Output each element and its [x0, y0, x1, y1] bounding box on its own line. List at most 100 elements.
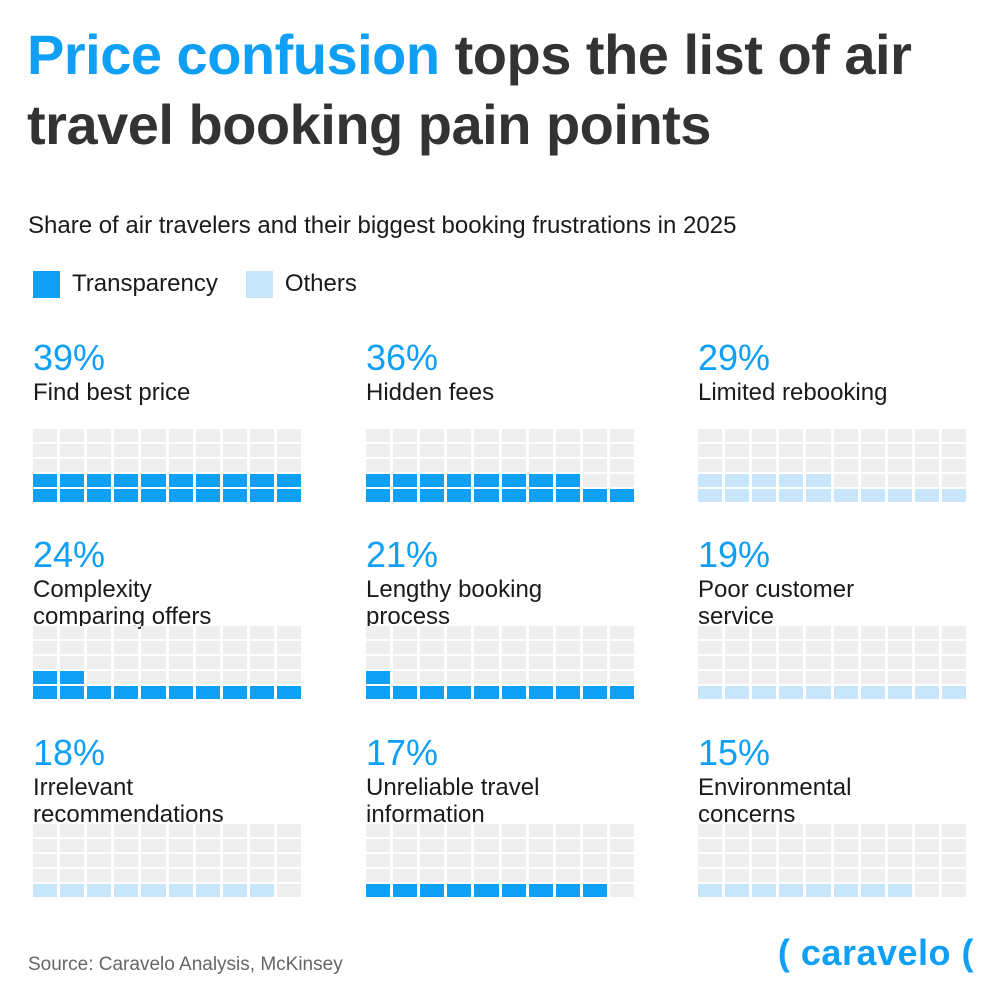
waffle-cell — [87, 854, 112, 867]
waffle-cell — [249, 429, 274, 442]
waffle-cell — [474, 626, 499, 639]
waffle-cell — [860, 626, 885, 639]
waffle-cell — [582, 641, 607, 654]
waffle-cell — [887, 626, 912, 639]
waffle-cell — [887, 489, 912, 502]
waffle-cell — [195, 489, 220, 502]
waffle-cell — [276, 429, 302, 442]
waffle-cell — [114, 459, 139, 472]
waffle-cell — [420, 671, 445, 684]
waffle-cell — [33, 489, 58, 502]
waffle-cell — [698, 839, 723, 852]
waffle-cell — [222, 824, 247, 837]
waffle-cell — [33, 824, 58, 837]
waffle-cell — [141, 839, 166, 852]
waffle-cell — [887, 459, 912, 472]
waffle-cell — [725, 854, 750, 867]
waffle-cell — [420, 444, 445, 457]
value-label: 39% — [33, 337, 106, 378]
waffle-cell — [276, 489, 302, 502]
waffle-cell — [393, 489, 418, 502]
waffle-cell — [249, 671, 274, 684]
waffle-cell — [114, 686, 139, 699]
waffle-panel: 19% Poor customer service — [698, 537, 973, 699]
waffle-cell — [860, 656, 885, 669]
waffle-cell — [249, 626, 274, 639]
waffle-cell — [141, 474, 166, 487]
waffle-cell — [141, 824, 166, 837]
waffle-cell — [168, 444, 193, 457]
waffle-cell — [222, 626, 247, 639]
waffle-cell — [914, 884, 939, 897]
waffle-cell — [474, 474, 499, 487]
waffle-cell — [114, 839, 139, 852]
waffle-cell — [33, 429, 58, 442]
waffle-cell — [698, 626, 723, 639]
waffle-cell — [725, 626, 750, 639]
value-label: 15% — [698, 732, 771, 773]
waffle-cell — [168, 869, 193, 882]
waffle-cell — [168, 459, 193, 472]
waffle-cell — [141, 656, 166, 669]
waffle-cell — [779, 489, 804, 502]
waffle-cell — [555, 474, 580, 487]
waffle-cell — [447, 459, 472, 472]
waffle-cell — [447, 671, 472, 684]
waffle-cell — [582, 839, 607, 852]
waffle-grid — [698, 824, 970, 899]
waffle-cell — [114, 884, 139, 897]
waffle-cell — [941, 854, 967, 867]
waffle-cell — [582, 884, 607, 897]
waffle-cell — [806, 869, 831, 882]
waffle-cell — [941, 474, 967, 487]
waffle-cell — [887, 429, 912, 442]
waffle-cell — [887, 656, 912, 669]
waffle-cell — [833, 824, 858, 837]
waffle-cell — [195, 854, 220, 867]
waffle-cell — [941, 686, 967, 699]
waffle-cell — [501, 444, 526, 457]
waffle-cell — [366, 474, 391, 487]
waffle-cell — [33, 641, 58, 654]
waffle-cell — [60, 429, 85, 442]
waffle-cell — [87, 656, 112, 669]
waffle-cell — [555, 854, 580, 867]
waffle-cell — [779, 474, 804, 487]
waffle-cell — [806, 671, 831, 684]
waffle-grid — [698, 429, 970, 504]
waffle-cell — [609, 444, 635, 457]
waffle-cell — [195, 686, 220, 699]
waffle-cell — [555, 839, 580, 852]
waffle-cell — [87, 686, 112, 699]
waffle-cell — [833, 869, 858, 882]
waffle-cell — [698, 641, 723, 654]
waffle-cell — [555, 444, 580, 457]
waffle-cell — [725, 824, 750, 837]
waffle-cell — [141, 671, 166, 684]
waffle-cell — [114, 671, 139, 684]
waffle-cell — [366, 459, 391, 472]
waffle-cell — [222, 444, 247, 457]
waffle-cell — [249, 839, 274, 852]
waffle-cell — [141, 884, 166, 897]
waffle-cell — [447, 474, 472, 487]
waffle-cell — [393, 474, 418, 487]
waffle-cell — [447, 839, 472, 852]
waffle-cell — [806, 884, 831, 897]
waffle-cell — [420, 824, 445, 837]
category-label: Limited rebooking — [698, 379, 888, 406]
chart-subtitle: Share of air travelers and their biggest… — [28, 212, 737, 239]
waffle-cell — [366, 444, 391, 457]
waffle-cell — [725, 884, 750, 897]
waffle-cell — [725, 459, 750, 472]
waffle-cell — [474, 459, 499, 472]
waffle-cell — [914, 641, 939, 654]
waffle-cell — [698, 459, 723, 472]
waffle-cell — [420, 459, 445, 472]
waffle-cell — [806, 626, 831, 639]
waffle-cell — [528, 686, 553, 699]
waffle-cell — [609, 854, 635, 867]
waffle-cell — [501, 641, 526, 654]
waffle-cell — [806, 444, 831, 457]
waffle-cell — [501, 869, 526, 882]
